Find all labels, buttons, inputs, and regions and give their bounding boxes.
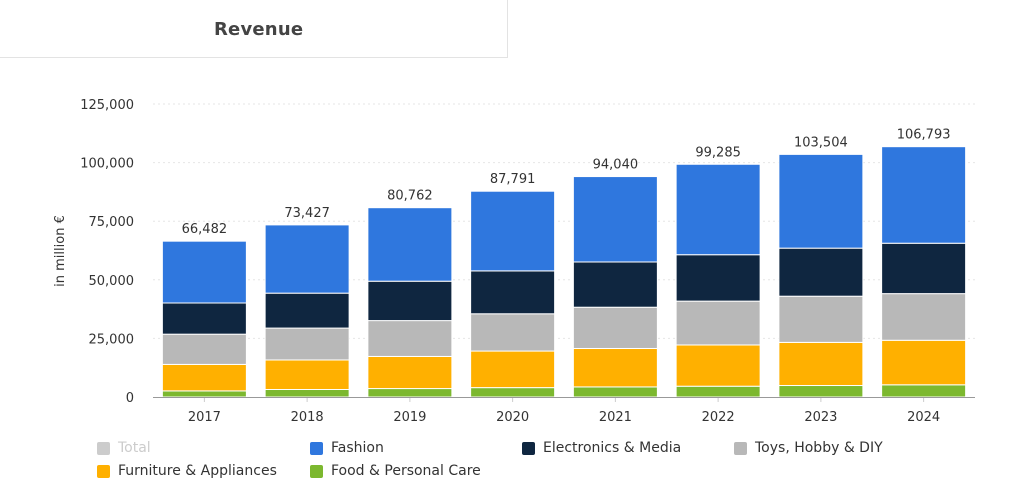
y-tick-label: 0 bbox=[126, 391, 134, 406]
total-data-label: 106,793 bbox=[897, 128, 951, 143]
bar-segment[interactable]: Fashion 2023: 40004 bbox=[778, 153, 864, 249]
legend-label: Furniture & Appliances bbox=[118, 463, 277, 479]
bar-segment[interactable]: Toys, Hobby & DIY 2022: 18700 bbox=[675, 300, 761, 346]
x-tick-label: 2022 bbox=[702, 410, 735, 425]
bar-segment[interactable]: Food & Personal Care 2017: 2600 bbox=[161, 390, 247, 398]
bar-segment[interactable]: Furniture & Appliances 2022: 17600 bbox=[675, 344, 761, 387]
legend-item[interactable]: Total bbox=[97, 440, 151, 456]
x-tick-label: 2017 bbox=[188, 410, 221, 425]
legend-item[interactable]: Fashion bbox=[310, 440, 384, 456]
bar-segment[interactable]: Electronics & Media 2018: 14900 bbox=[264, 292, 350, 329]
legend-swatch bbox=[310, 441, 323, 455]
x-tick-label: 2018 bbox=[291, 410, 324, 425]
legend-swatch bbox=[522, 441, 535, 455]
bar-segment[interactable]: Electronics & Media 2024: 21500 bbox=[881, 242, 967, 295]
x-tick-label: 2024 bbox=[907, 410, 940, 425]
total-data-label: 80,762 bbox=[387, 189, 433, 204]
legend-label: Total bbox=[118, 440, 151, 456]
bar-segment[interactable]: Electronics & Media 2020: 18300 bbox=[470, 270, 556, 315]
y-tick-label: 50,000 bbox=[89, 274, 135, 289]
total-data-label: 73,427 bbox=[284, 206, 330, 221]
bar-segment[interactable]: Electronics & Media 2021: 19300 bbox=[572, 261, 658, 308]
legend-label: Toys, Hobby & DIY bbox=[755, 440, 883, 456]
legend-item[interactable]: Toys, Hobby & DIY bbox=[734, 440, 883, 456]
legend-label: Food & Personal Care bbox=[331, 463, 481, 479]
bar-segment[interactable]: Furniture & Appliances 2020: 15600 bbox=[470, 350, 556, 389]
y-tick-label: 125,000 bbox=[80, 98, 134, 113]
bar-segment[interactable]: Furniture & Appliances 2019: 13700 bbox=[367, 355, 453, 390]
bar-segment[interactable]: Food & Personal Care 2019: 3600 bbox=[367, 388, 453, 398]
bar-segment[interactable]: Furniture & Appliances 2021: 16400 bbox=[572, 347, 658, 388]
y-tick-label: 100,000 bbox=[80, 157, 134, 172]
bar-segment[interactable]: Electronics & Media 2022: 19800 bbox=[675, 254, 761, 302]
legend-swatch bbox=[310, 464, 323, 478]
bar-segment[interactable]: Toys, Hobby & DIY 2019: 15300 bbox=[367, 320, 453, 357]
bar-segment[interactable]: Electronics & Media 2019: 16800 bbox=[367, 280, 453, 322]
bar-segment[interactable]: Food & Personal Care 2018: 3200 bbox=[264, 388, 350, 398]
bar-segment[interactable]: Toys, Hobby & DIY 2020: 15900 bbox=[470, 313, 556, 352]
total-data-label: 103,504 bbox=[794, 135, 848, 150]
legend-swatch bbox=[734, 441, 747, 455]
bar-segment[interactable]: Furniture & Appliances 2024: 19000 bbox=[881, 339, 967, 386]
bar-segment[interactable]: Electronics & Media 2023: 20500 bbox=[778, 247, 864, 297]
x-tick-label: 2023 bbox=[804, 410, 837, 425]
total-data-label: 99,285 bbox=[695, 145, 741, 160]
y-axis-title: in million € bbox=[53, 215, 68, 287]
bar-segment[interactable]: Toys, Hobby & DIY 2024: 19900 bbox=[881, 293, 967, 341]
x-tick-label: 2020 bbox=[496, 410, 529, 425]
bar-segment[interactable]: Toys, Hobby & DIY 2023: 19700 bbox=[778, 295, 864, 343]
legend-swatch bbox=[97, 464, 110, 478]
y-tick-label: 75,000 bbox=[89, 215, 135, 230]
bar-segment[interactable]: Food & Personal Care 2023: 4900 bbox=[778, 385, 864, 398]
bar-segment[interactable]: Food & Personal Care 2024: 5200 bbox=[881, 384, 967, 398]
bar-segment[interactable]: Food & Personal Care 2022: 4600 bbox=[675, 385, 761, 398]
x-tick-label: 2019 bbox=[393, 410, 426, 425]
total-data-label: 66,482 bbox=[182, 222, 228, 237]
total-data-label: 94,040 bbox=[593, 158, 639, 173]
total-data-label: 87,791 bbox=[490, 172, 536, 187]
tab-title[interactable]: Revenue bbox=[214, 19, 304, 40]
bar-segment[interactable]: Furniture & Appliances 2023: 18400 bbox=[778, 341, 864, 387]
legend-item[interactable]: Food & Personal Care bbox=[310, 463, 481, 479]
legend-swatch bbox=[97, 441, 110, 455]
legend-item[interactable]: Electronics & Media bbox=[522, 440, 681, 456]
bar-segment[interactable]: Fashion 2019: 31362 bbox=[367, 207, 453, 282]
x-tick-label: 2021 bbox=[599, 410, 632, 425]
bar-segment[interactable]: Toys, Hobby & DIY 2017: 12900 bbox=[161, 333, 247, 365]
bar-segment[interactable]: Furniture & Appliances 2017: 11300 bbox=[161, 363, 247, 392]
legend-label: Fashion bbox=[331, 440, 384, 456]
bar-segment[interactable]: Fashion 2021: 36440 bbox=[572, 176, 658, 263]
bar-segment[interactable]: Fashion 2022: 38585 bbox=[675, 163, 761, 256]
bar-segment[interactable]: Food & Personal Care 2021: 4300 bbox=[572, 386, 658, 398]
bar-segment[interactable]: Electronics & Media 2017: 13300 bbox=[161, 302, 247, 335]
bar-segment[interactable]: Food & Personal Care 2020: 4000 bbox=[470, 387, 556, 398]
legend-label: Electronics & Media bbox=[543, 440, 682, 456]
y-tick-label: 25,000 bbox=[89, 332, 135, 347]
bar-segment[interactable]: Furniture & Appliances 2018: 12600 bbox=[264, 359, 350, 390]
bar-segment[interactable]: Toys, Hobby & DIY 2018: 13600 bbox=[264, 327, 350, 361]
bar-segment[interactable]: Fashion 2017: 26382 bbox=[161, 240, 247, 304]
bar-segment[interactable]: Fashion 2018: 29127 bbox=[264, 224, 350, 294]
bar-segment[interactable]: Fashion 2020: 33991 bbox=[470, 190, 556, 272]
legend-item[interactable]: Furniture & Appliances bbox=[97, 463, 277, 479]
bar-segment[interactable]: Toys, Hobby & DIY 2021: 17600 bbox=[572, 306, 658, 349]
bar-segment[interactable]: Fashion 2024: 41193 bbox=[881, 146, 967, 244]
chart-tab-panel: Revenue bbox=[0, 0, 508, 58]
